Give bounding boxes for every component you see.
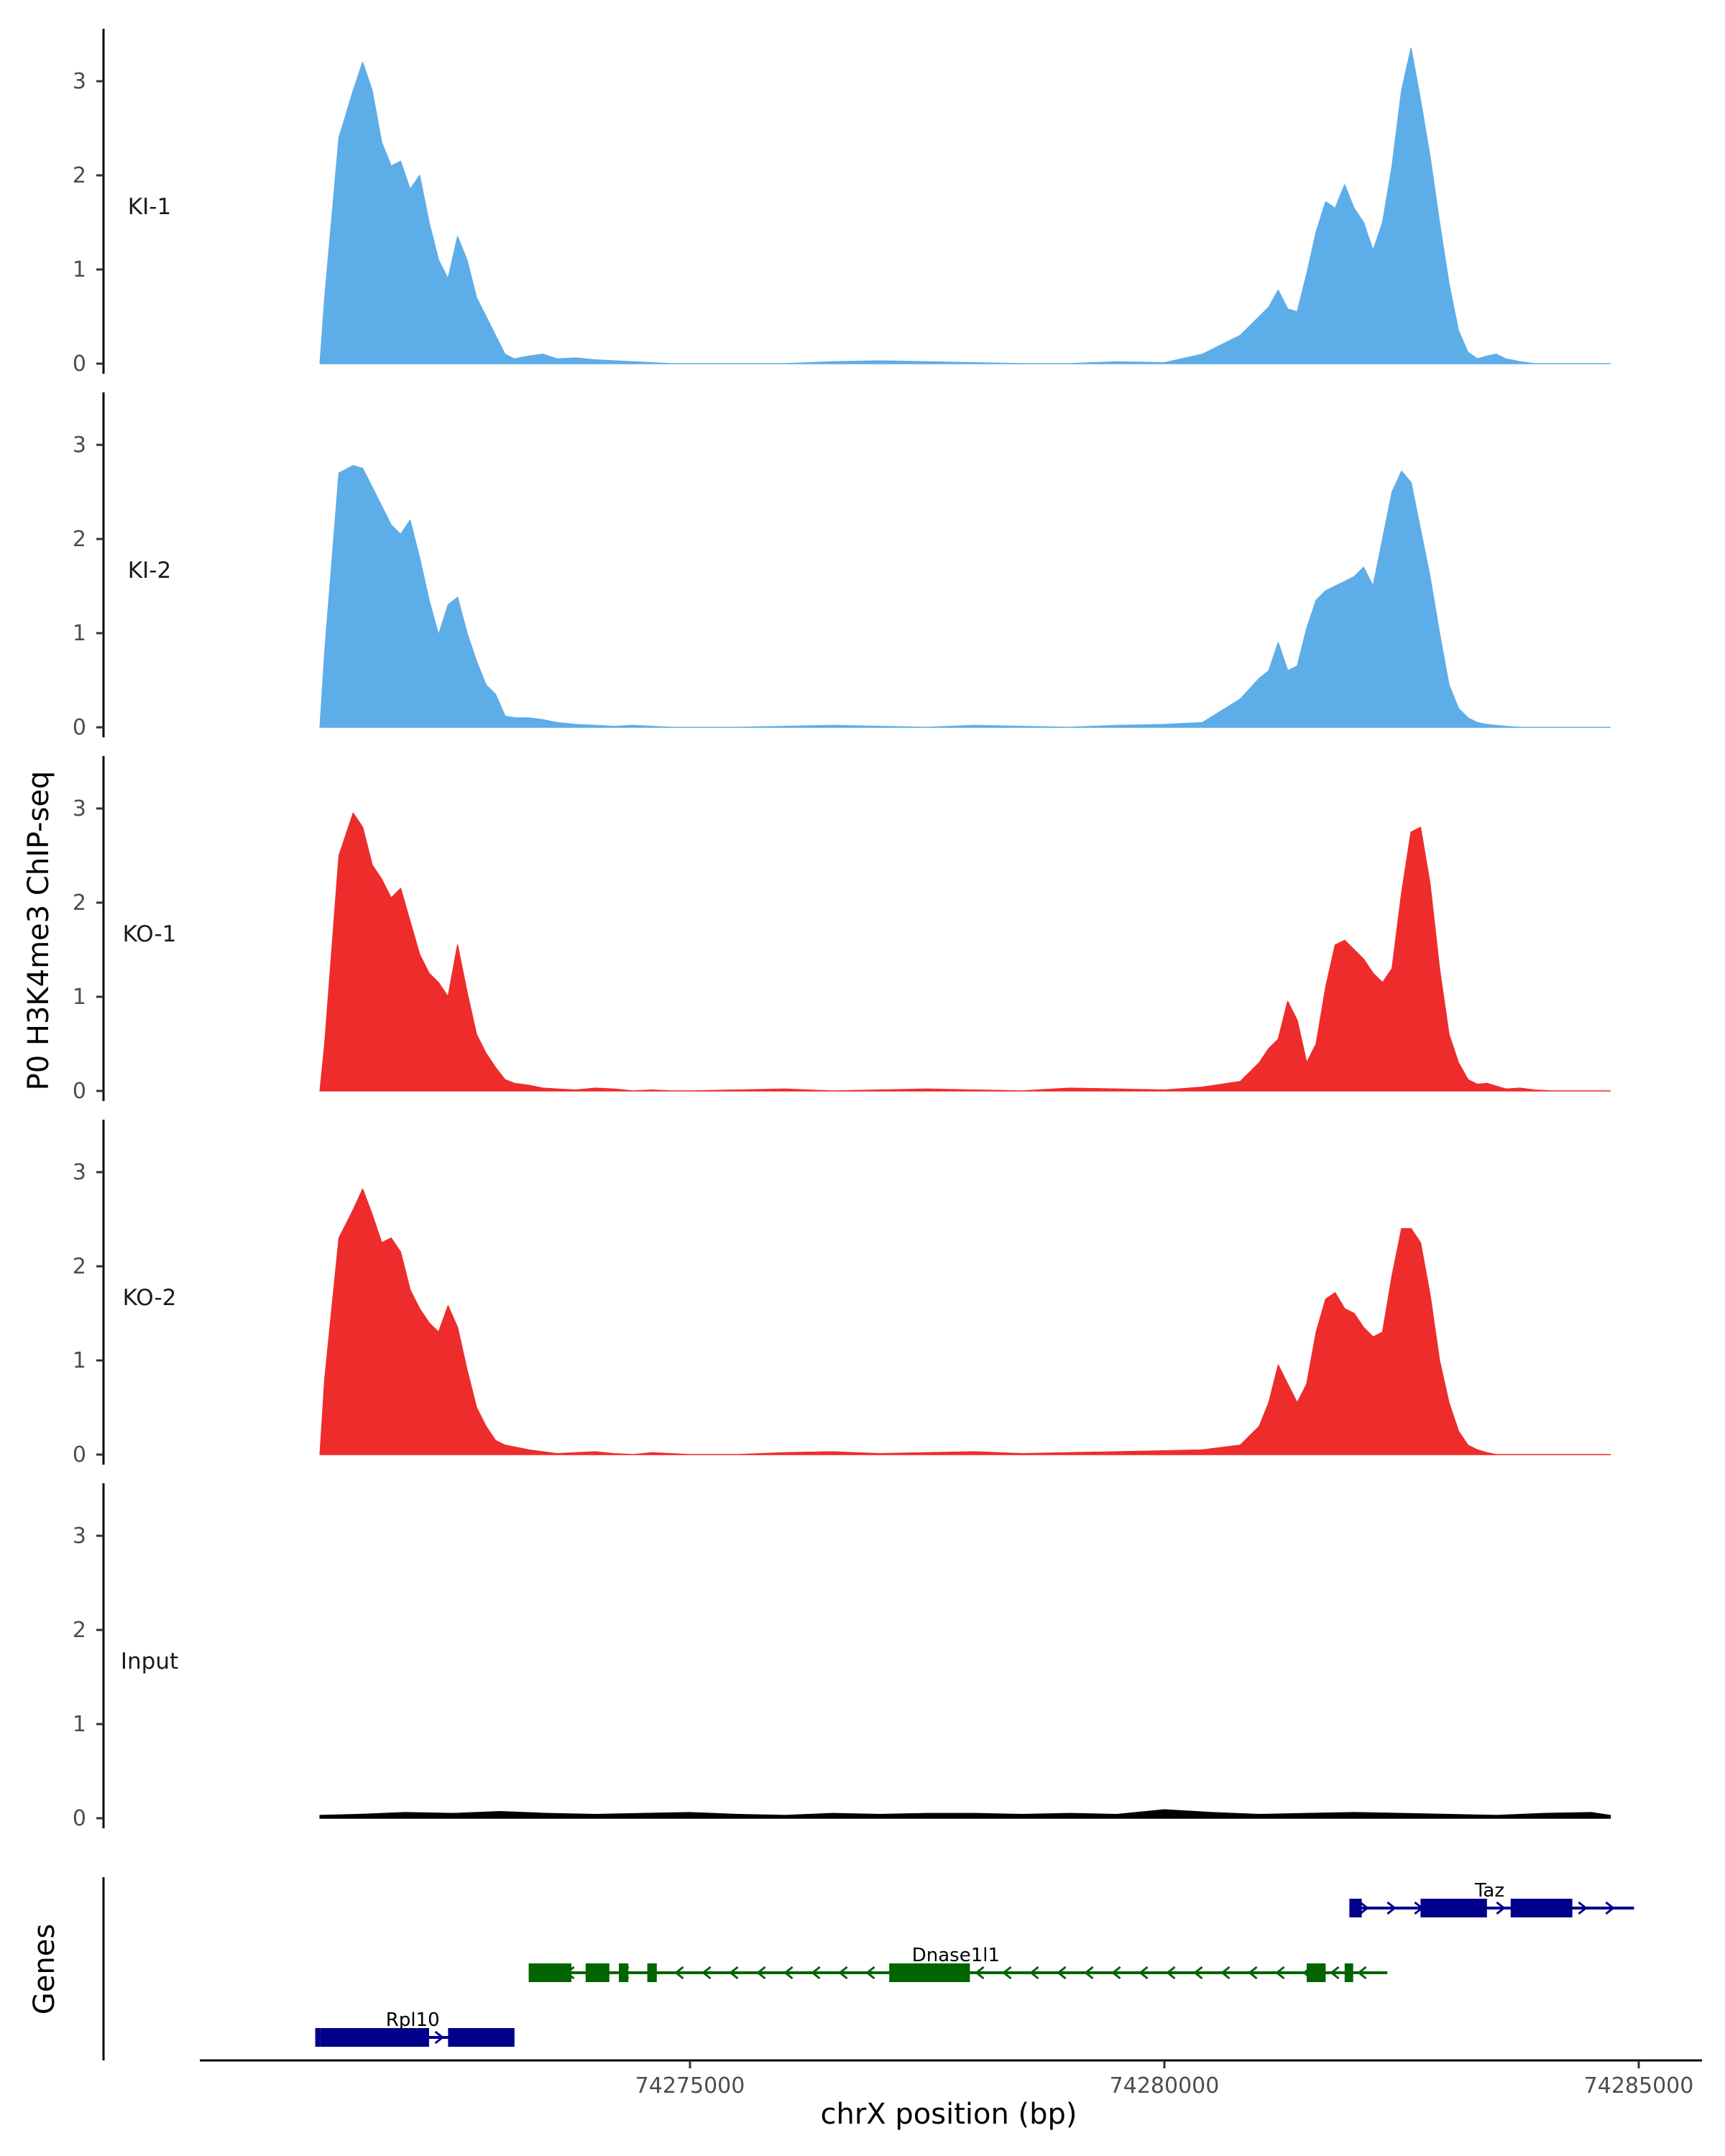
y-tick-label: 1 (73, 1348, 86, 1373)
signal-area-ki-1 (319, 47, 1611, 364)
gene-name-label: Taz (1474, 1880, 1504, 1902)
y-tick-label: 1 (73, 621, 86, 646)
y-tick-label: 2 (73, 1618, 86, 1643)
strand-chevron (975, 1966, 985, 1980)
strand-chevron (1002, 1966, 1012, 1980)
strand-chevron (1359, 1901, 1369, 1915)
gene-exon (315, 2028, 321, 2047)
y-axis-title: P0 H3K4me3 ChIP-seq (22, 771, 55, 1091)
track-panel-ki-1: 0 1 2 3 KI-1 (73, 29, 1611, 377)
gene-exon (1349, 1899, 1362, 1917)
strand-chevron (702, 1966, 712, 1980)
track-label: KO-2 (123, 1285, 177, 1311)
y-tick-label: 3 (73, 1524, 86, 1549)
y-tick-label: 1 (73, 985, 86, 1010)
x-axis: 74275000 74280000 74285000 chrX position (… (200, 2059, 1702, 2131)
y-tick-label: 0 (73, 351, 86, 377)
gene-exon (448, 2028, 515, 2047)
gene-taz: Taz (1349, 1880, 1634, 1917)
y-tick-label: 0 (73, 715, 86, 740)
x-ticks: 74275000 74280000 74285000 (635, 2060, 1694, 2099)
strand-chevron (434, 2030, 445, 2045)
strand-chevron (811, 1966, 821, 1980)
gene-exon (1307, 1963, 1326, 1982)
track-panel-ko-1: 0 1 2 3 KO-1 (73, 756, 1611, 1104)
gene-panel: Genes Rpl10 Dnase1l1 Taz (28, 1877, 1634, 2060)
x-axis-title: chrX position (bp) (820, 2098, 1077, 2131)
gene-exon (647, 1963, 657, 1982)
gene-models: Rpl10 Dnase1l1 Taz (315, 1880, 1634, 2047)
track-label: KO-1 (123, 921, 177, 947)
gene-exon (1420, 1899, 1487, 1917)
y-tick-label: 0 (73, 1442, 86, 1468)
strand-chevron (838, 1966, 848, 1980)
track-label: KI-2 (128, 558, 171, 584)
x-tick-label: 74280000 (1110, 2073, 1220, 2099)
gene-exon (889, 1963, 970, 1982)
signal-area-ko-1 (319, 812, 1611, 1092)
strand-chevron (674, 1966, 684, 1980)
y-tick-label: 2 (73, 1254, 86, 1279)
gene-exon (619, 1963, 629, 1982)
gene-exon (528, 1963, 571, 1982)
strand-chevron (1496, 1901, 1506, 1915)
gene-exon (1344, 1963, 1353, 1982)
strand-chevron (1605, 1901, 1615, 1915)
strand-chevron (865, 1966, 875, 1980)
strand-chevron (756, 1966, 766, 1980)
strand-chevron (1166, 1966, 1176, 1980)
strand-chevron (1578, 1901, 1588, 1915)
y-tick-label: 1 (73, 257, 86, 282)
gene-exon (1510, 1899, 1573, 1917)
strand-chevron (1275, 1966, 1285, 1980)
strand-chevron (783, 1966, 794, 1980)
track-panel-ki-2: 0 1 2 3 KI-2 (73, 392, 1611, 740)
y-tick-label: 2 (73, 527, 86, 552)
gene-exon (585, 1963, 610, 1982)
y-tick-label: 2 (73, 890, 86, 916)
y-tick-label: 3 (73, 69, 86, 94)
strand-chevron (1357, 1966, 1367, 1980)
gene-name-label: Dnase1l1 (912, 1945, 1000, 1966)
gene-rpl10: Rpl10 (315, 2009, 515, 2047)
y-tick-label: 3 (73, 1160, 86, 1185)
strand-chevron (1138, 1966, 1149, 1980)
strand-chevron (1330, 1966, 1340, 1980)
strand-chevron (1057, 1966, 1067, 1980)
gene-name-label: Rpl10 (386, 2009, 440, 2031)
x-tick-label: 74285000 (1584, 2073, 1694, 2099)
track-label: Input (121, 1649, 178, 1674)
track-panel-input: 0 1 2 3 Input (73, 1483, 1611, 1831)
y-tick-label: 2 (73, 163, 86, 188)
strand-chevron (1084, 1966, 1094, 1980)
y-tick-label: 3 (73, 433, 86, 458)
strand-chevron (1111, 1966, 1121, 1980)
signal-area-input (319, 1809, 1611, 1819)
strand-chevron (1220, 1966, 1230, 1980)
signal-area-ko-2 (319, 1188, 1611, 1455)
track-panels: 0 1 2 3 KI-1 0 1 2 3 KI-2 0 1 2 3 KO-1 0 1 2 3 KO-2 0 1 2 3 Inpu… (73, 29, 1611, 1831)
x-tick-label: 74275000 (635, 2073, 745, 2099)
signal-area-ki-2 (319, 465, 1611, 728)
strand-chevron (729, 1966, 739, 1980)
strand-chevron (1386, 1901, 1397, 1915)
track-panel-ko-2: 0 1 2 3 KO-2 (73, 1120, 1611, 1468)
strand-chevron (1193, 1966, 1203, 1980)
y-tick-label: 1 (73, 1712, 86, 1737)
gene-dnase1l1: Dnase1l1 (528, 1945, 1388, 1982)
y-tick-label: 3 (73, 796, 86, 821)
y-tick-label: 0 (73, 1079, 86, 1104)
gene-exon (320, 2028, 429, 2047)
strand-chevron (1248, 1966, 1258, 1980)
genes-axis-title: Genes (28, 1924, 61, 2014)
track-label: KI-1 (128, 194, 171, 220)
strand-chevron (1029, 1966, 1039, 1980)
y-tick-label: 0 (73, 1806, 86, 1831)
